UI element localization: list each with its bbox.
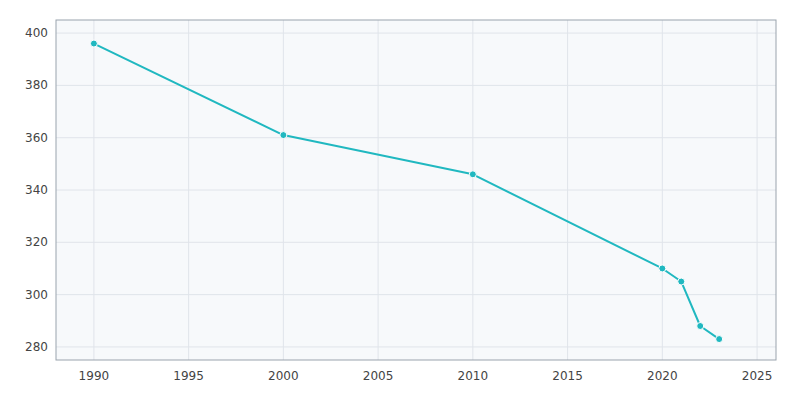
x-tick-label: 2005 bbox=[363, 369, 394, 383]
chart-container: 1990 1995 2000 2005 2010 2015 2020 2025 280 300 32… bbox=[0, 0, 800, 400]
tick-labels: 1990 1995 2000 2005 2010 2015 2020 2025 280 300 32… bbox=[25, 26, 772, 383]
point bbox=[659, 265, 666, 272]
x-tick-label: 2010 bbox=[458, 369, 489, 383]
y-tick-label: 400 bbox=[25, 26, 48, 40]
data-group bbox=[90, 40, 722, 343]
y-tick-label: 280 bbox=[25, 340, 48, 354]
y-grid-line bbox=[56, 33, 776, 34]
plot-frame bbox=[56, 20, 776, 360]
x-tick-label: 2000 bbox=[268, 369, 299, 383]
y-grid-line bbox=[56, 346, 776, 347]
y-tick-label: 360 bbox=[25, 131, 48, 145]
point bbox=[469, 171, 476, 178]
plot-area bbox=[56, 20, 776, 360]
y-grid-line bbox=[56, 85, 776, 86]
y-tick-label: 300 bbox=[25, 288, 48, 302]
chart-svg: 1990 1995 2000 2005 2010 2015 2020 2025 280 300 32… bbox=[0, 0, 800, 400]
y-tick-label: 340 bbox=[25, 183, 48, 197]
y-grid-line bbox=[56, 190, 776, 191]
x-tick-label: 2025 bbox=[742, 369, 773, 383]
line bbox=[94, 44, 719, 340]
x-tick-label: 1995 bbox=[173, 369, 204, 383]
y-tick-label: 380 bbox=[25, 78, 48, 92]
y-grid-line bbox=[56, 242, 776, 243]
point bbox=[90, 40, 97, 47]
x-tick-label: 1990 bbox=[79, 369, 110, 383]
point bbox=[697, 323, 704, 330]
point bbox=[678, 278, 685, 285]
grid bbox=[56, 20, 776, 360]
y-grid-line bbox=[56, 137, 776, 138]
x-tick-label: 2020 bbox=[647, 369, 678, 383]
y-grid-line bbox=[56, 294, 776, 295]
point bbox=[280, 132, 287, 139]
y-tick-label: 320 bbox=[25, 235, 48, 249]
x-tick-label: 2015 bbox=[552, 369, 583, 383]
point bbox=[716, 336, 723, 343]
